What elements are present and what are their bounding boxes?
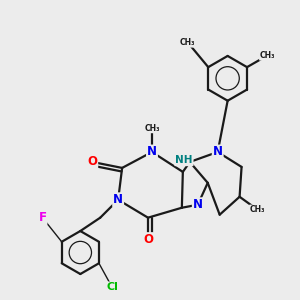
Text: N: N [213, 146, 223, 158]
Text: CH₃: CH₃ [144, 124, 160, 133]
Text: O: O [143, 233, 153, 246]
Text: F: F [38, 211, 46, 224]
Text: NH: NH [175, 155, 193, 165]
Text: CH₃: CH₃ [260, 51, 275, 60]
Text: O: O [87, 155, 97, 168]
Text: N: N [193, 198, 203, 211]
Text: CH₃: CH₃ [180, 38, 196, 47]
Text: N: N [147, 146, 157, 158]
Text: N: N [113, 193, 123, 206]
Text: Cl: Cl [106, 282, 118, 292]
Text: CH₃: CH₃ [250, 205, 265, 214]
